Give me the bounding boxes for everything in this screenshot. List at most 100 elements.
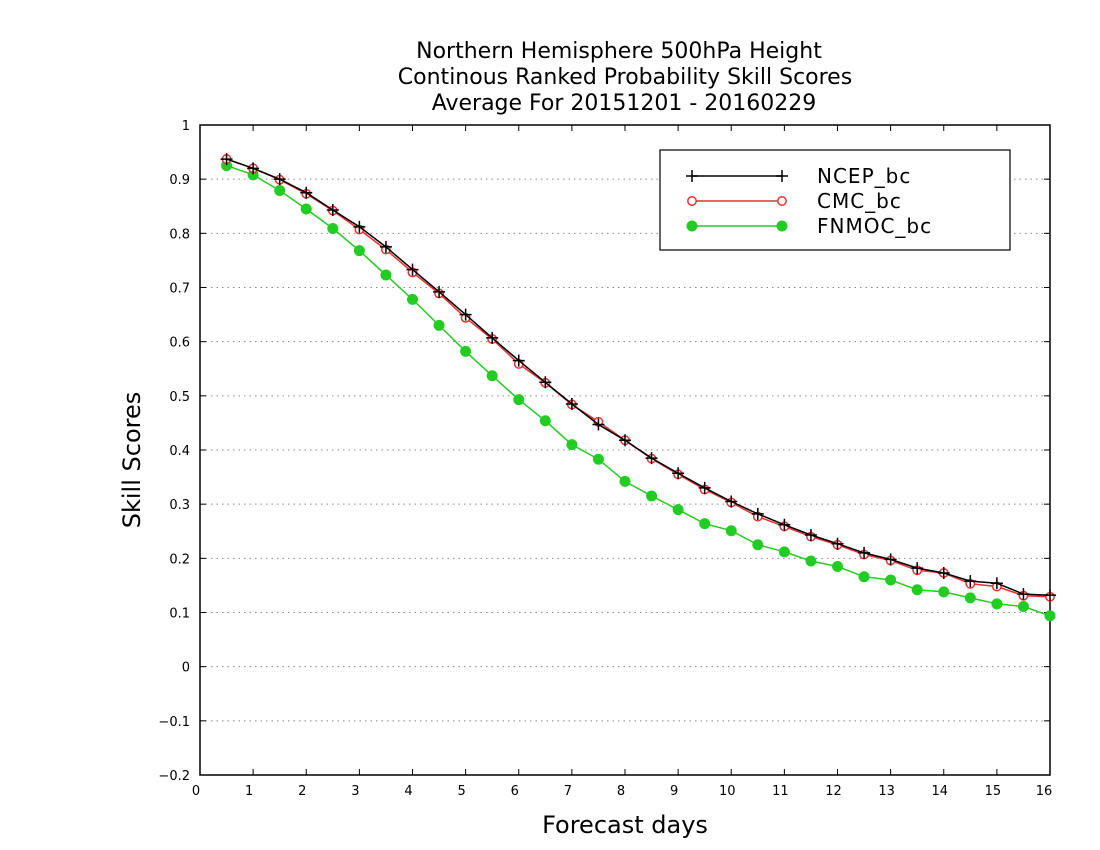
x-tick-label: 12	[825, 784, 842, 799]
data-point	[804, 529, 817, 542]
x-axis-ticks: 0 1 2 3 4 5 6 7 8 9 10 11 12 13 14 15 16	[192, 125, 1052, 799]
data-point	[326, 204, 339, 217]
data-point	[433, 285, 446, 298]
x-tick-label: 14	[931, 784, 948, 799]
data-point	[592, 418, 605, 431]
data-point	[353, 245, 365, 257]
chart-title-line-3: Average For 20151201 - 20160229	[432, 91, 817, 116]
x-tick-label: 2	[298, 784, 306, 799]
x-tick-label: 4	[404, 784, 412, 799]
data-point	[885, 574, 897, 586]
legend-label: CMC_bc	[817, 189, 902, 213]
data-point	[699, 518, 711, 530]
y-tick-label: 0.9	[169, 173, 190, 188]
data-point	[778, 546, 790, 558]
data-point	[831, 537, 844, 550]
series-line	[226, 158, 1051, 596]
data-point	[911, 562, 924, 575]
y-tick-label: 0	[182, 661, 190, 676]
data-point	[379, 240, 392, 253]
legend-marker	[777, 196, 787, 206]
y-tick-label: −0.1	[158, 715, 190, 730]
legend-label: NCEP_bc	[817, 164, 911, 188]
legend-marker	[686, 220, 698, 232]
x-tick-label: 5	[457, 784, 465, 799]
data-point	[380, 269, 392, 281]
data-point	[274, 185, 286, 197]
data-point	[513, 394, 525, 406]
y-tick-label: 0.5	[169, 390, 190, 405]
data-point	[991, 598, 1003, 610]
data-point	[645, 452, 658, 465]
data-point	[486, 331, 499, 344]
data-point	[752, 539, 764, 551]
x-tick-label: 3	[351, 784, 359, 799]
x-tick-label: 15	[985, 784, 1002, 799]
data-point	[407, 293, 418, 305]
data-point	[592, 453, 604, 465]
legend-item-fnmoc-bc: FNMOC_bc	[686, 214, 932, 238]
data-point	[273, 173, 286, 186]
legend-box	[659, 149, 1011, 251]
y-axis-label: Skill Scores	[118, 392, 146, 529]
data-point	[1017, 588, 1030, 601]
data-point	[725, 525, 737, 537]
data-point	[300, 203, 312, 215]
data-point	[698, 481, 711, 494]
legend-marker	[687, 196, 697, 206]
data-point	[858, 571, 870, 583]
data-point	[539, 376, 552, 389]
y-tick-label: 0.8	[169, 227, 190, 242]
data-point	[1017, 601, 1029, 613]
data-point	[672, 467, 685, 480]
data-point	[751, 507, 764, 520]
data-point	[512, 354, 525, 367]
legend-marker	[776, 170, 788, 182]
data-point	[619, 434, 631, 447]
data-point	[1044, 610, 1056, 622]
data-series	[220, 153, 1056, 622]
series-ncep-bc	[220, 153, 1056, 602]
data-point	[938, 586, 950, 598]
data-point	[459, 308, 472, 321]
x-tick-label: 7	[564, 784, 572, 799]
data-point	[937, 566, 950, 579]
data-point	[646, 490, 658, 502]
data-point	[300, 186, 313, 199]
y-tick-label: 0.6	[169, 336, 190, 351]
legend-label: FNMOC_bc	[817, 214, 932, 238]
data-point	[990, 577, 1003, 590]
x-tick-label: 10	[719, 784, 736, 799]
data-point	[1044, 589, 1056, 602]
y-tick-label: 0.1	[169, 607, 190, 622]
data-point	[566, 439, 578, 451]
data-point	[778, 518, 791, 531]
data-point	[619, 475, 631, 487]
data-point	[406, 263, 419, 276]
data-point	[460, 345, 472, 357]
y-tick-label: 0.3	[169, 498, 190, 513]
data-point	[220, 153, 233, 166]
data-point	[964, 575, 977, 588]
x-tick-label: 11	[772, 784, 789, 799]
x-tick-label: 8	[617, 784, 625, 799]
x-tick-label: 1	[245, 784, 253, 799]
data-point	[247, 162, 260, 175]
data-point	[353, 220, 366, 233]
data-point	[565, 397, 578, 410]
y-tick-label: 0.7	[169, 282, 190, 297]
data-point	[832, 560, 843, 572]
legend-item-ncep-bc: NCEP_bc	[686, 164, 911, 188]
x-tick-label: 13	[878, 784, 895, 799]
x-tick-label: 0	[192, 784, 200, 799]
legend-marker	[776, 220, 788, 232]
y-tick-label: 0.2	[169, 552, 190, 567]
grid-lines	[200, 178, 1050, 722]
x-tick-label: 9	[670, 784, 678, 799]
data-point	[858, 546, 871, 559]
data-point	[884, 553, 897, 566]
legend-item-cmc-bc: CMC_bc	[687, 189, 902, 213]
